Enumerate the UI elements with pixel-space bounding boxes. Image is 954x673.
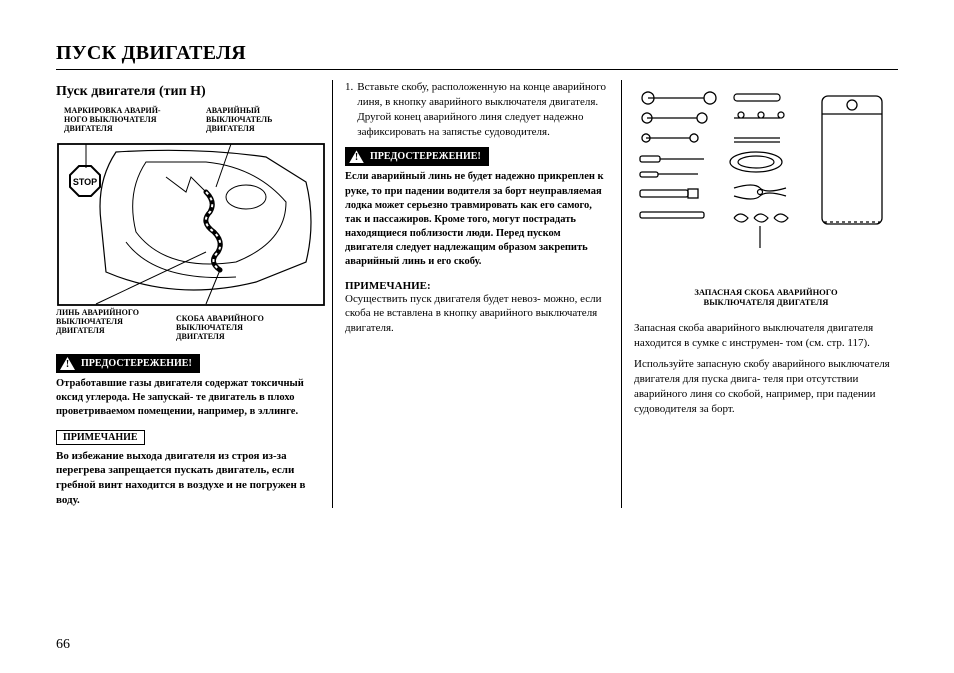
columns: Пуск двигателя (тип H) МАРКИРОВКА АВАРИЙ… [56, 80, 898, 508]
engine-diagram: МАРКИРОВКА АВАРИЙ-НОГО ВЫКЛЮЧАТЕЛЯДВИГАТ… [56, 106, 320, 346]
manual-page: ПУСК ДВИГАТЕЛЯ Пуск двигателя (тип H) МА… [0, 0, 954, 673]
engine-illustration: STOP [56, 142, 326, 307]
warning-box: ! ПРЕДОСТЕРЕЖЕНИЕ! [56, 354, 200, 373]
para-2: Используйте запасную скобу аварийного вы… [634, 357, 898, 416]
warning-text: Отработавшие газы двигателя содержат ток… [56, 377, 320, 420]
warning-triangle-icon: ! [349, 150, 364, 163]
diagram-label-bot-right: СКОБА АВАРИЙНОГОВЫКЛЮЧАТЕЛЯДВИГАТЕЛЯ [176, 314, 296, 342]
page-number: 66 [56, 637, 70, 653]
step-1: 1. Вставьте скобу, расположенную на конц… [345, 80, 609, 139]
warning-label: ПРЕДОСТЕРЕЖЕНИЕ! [81, 358, 192, 369]
note-box: ПРИМЕЧАНИЕ [56, 430, 145, 445]
column-separator [332, 80, 333, 508]
column-2: 1. Вставьте скобу, расположенную на конц… [345, 80, 609, 508]
stop-icon-label: STOP [73, 177, 97, 187]
column-1: Пуск двигателя (тип H) МАРКИРОВКА АВАРИЙ… [56, 80, 320, 508]
note-body: Осуществить пуск двигателя будет невоз- … [345, 292, 609, 337]
step-number: 1. [345, 80, 353, 139]
column-separator [621, 80, 622, 508]
step-text: Вставьте скобу, расположенную на конце а… [357, 80, 609, 139]
diagram-label-bot-left: ЛИНЬ АВАРИЙНОГОВЫКЛЮЧАТЕЛЯДВИГАТЕЛЯ [56, 308, 166, 336]
column-3: ЗАПАСНАЯ СКОБА АВАРИЙНОГОВЫКЛЮЧАТЕЛЯ ДВИ… [634, 80, 898, 508]
warning-text-2: Если аварийный линь не будет надежно при… [345, 170, 609, 269]
diagram-label-top-left: МАРКИРОВКА АВАРИЙ-НОГО ВЫКЛЮЧАТЕЛЯДВИГАТ… [64, 106, 184, 134]
page-title: ПУСК ДВИГАТЕЛЯ [56, 42, 898, 70]
warning-label: ПРЕДОСТЕРЕЖЕНИЕ! [370, 151, 481, 162]
tools-illustration [634, 80, 894, 280]
note-text: Во избежание выхода двигателя из строя и… [56, 449, 320, 508]
warning-triangle-icon: ! [60, 357, 75, 370]
diagram-label-top-right: АВАРИЙНЫЙВЫКЛЮЧАТЕЛЬДВИГАТЕЛЯ [206, 106, 306, 134]
section-subhead: Пуск двигателя (тип H) [56, 84, 320, 100]
note-heading: ПРИМЕЧАНИЕ: [345, 280, 609, 292]
warning-box-2: ! ПРЕДОСТЕРЕЖЕНИЕ! [345, 147, 489, 166]
para-1: Запасная скоба аварийного выключателя дв… [634, 321, 898, 351]
tools-caption: ЗАПАСНАЯ СКОБА АВАРИЙНОГОВЫКЛЮЧАТЕЛЯ ДВИ… [634, 287, 898, 307]
